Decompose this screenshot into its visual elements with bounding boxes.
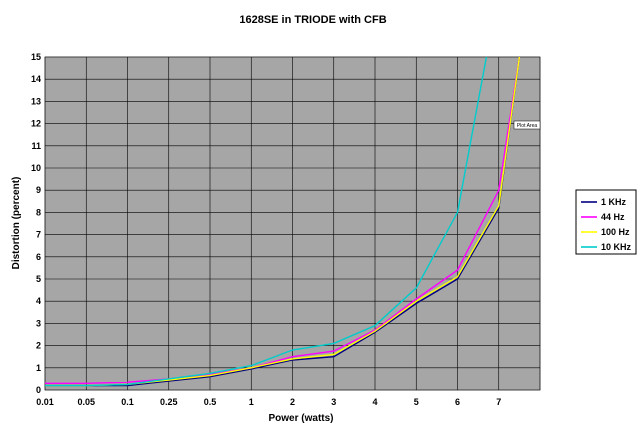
y-tick-label: 0	[36, 385, 41, 395]
legend-entry-1: 44 Hz	[601, 212, 625, 222]
legend-entry-0: 1 KHz	[601, 197, 627, 207]
x-tick-label: 0.5	[204, 397, 217, 407]
plot-area-annotation: Plot Area	[513, 120, 541, 130]
y-tick-label: 10	[31, 163, 41, 173]
x-tick-label: 0.01	[36, 397, 54, 407]
y-tick-label: 5	[36, 274, 41, 284]
x-axis-title: Power (watts)	[268, 413, 333, 424]
x-tick-label: 0.25	[160, 397, 178, 407]
y-tick-label: 14	[31, 74, 41, 84]
legend-entry-2: 100 Hz	[601, 227, 630, 237]
y-axis-title: Distortion (percent)	[11, 177, 22, 270]
y-tick-label: 13	[31, 96, 41, 106]
x-tick-label: 2	[290, 397, 295, 407]
x-axis-tick-labels: 0.01 0.05 0.1 0.25 0.5 1 2 3 4 5 6 7	[36, 397, 501, 407]
series-line-1	[45, 56, 521, 384]
y-tick-label: 9	[36, 185, 41, 195]
x-tick-label: 4	[372, 397, 377, 407]
x-tick-label: 5	[414, 397, 419, 407]
y-tick-label: 6	[36, 252, 41, 262]
plot-area-annotation-box	[513, 120, 541, 130]
legend: 1 KHz 44 Hz 100 Hz 10 KHz	[575, 189, 637, 255]
chart-title: 1628SE in TRIODE with CFB	[239, 14, 386, 26]
x-tick-label: 6	[455, 397, 460, 407]
x-tick-label: 3	[331, 397, 336, 407]
y-tick-label: 7	[36, 230, 41, 240]
x-tick-label: 0.1	[121, 397, 134, 407]
y-tick-label: 3	[36, 318, 41, 328]
legend-box	[575, 189, 637, 255]
x-tick-label: 1	[249, 397, 254, 407]
x-tick-label: 7	[496, 397, 501, 407]
x-tick-label: 0.05	[77, 397, 95, 407]
series-line-0	[45, 56, 521, 387]
y-tick-label: 12	[31, 119, 41, 129]
y-tick-label: 1	[36, 363, 41, 373]
legend-entry-3: 10 KHz	[601, 242, 632, 252]
y-tick-label: 4	[36, 296, 41, 306]
series-line-3	[45, 56, 488, 387]
y-tick-label: 2	[36, 341, 41, 351]
series-lines	[45, 56, 521, 387]
y-tick-label: 15	[31, 52, 41, 62]
y-tick-label: 11	[31, 141, 41, 151]
y-tick-label: 8	[36, 207, 41, 217]
plot-area-annotation-label: Plot Area	[517, 123, 538, 129]
